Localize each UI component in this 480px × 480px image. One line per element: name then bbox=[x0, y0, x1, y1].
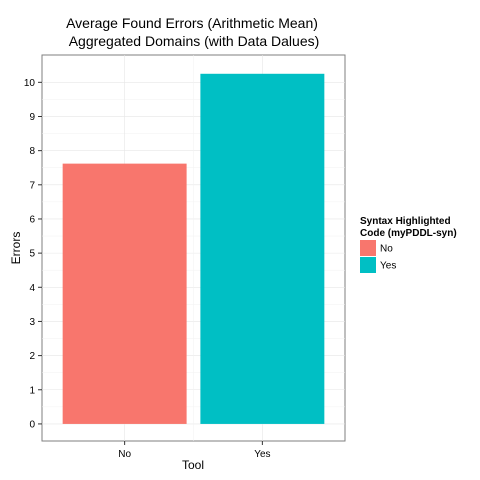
bars bbox=[62, 73, 325, 424]
x-axis-title: Tool bbox=[182, 458, 204, 472]
y-tick-label: 2 bbox=[29, 351, 35, 362]
y-tick-label: 0 bbox=[29, 419, 35, 430]
y-tick-label: 6 bbox=[29, 214, 35, 225]
chart-title-line-2: Aggregated Domains (with Data Dalues) bbox=[69, 33, 320, 49]
legend-swatch-yes bbox=[360, 257, 376, 273]
bar-no bbox=[62, 163, 187, 424]
legend-title-line-2: Code (myPDDL-syn) bbox=[360, 228, 457, 239]
y-tick-label: 3 bbox=[29, 317, 35, 328]
y-tick-label: 10 bbox=[24, 78, 36, 89]
y-tick-label: 1 bbox=[29, 385, 35, 396]
y-tick-label: 5 bbox=[29, 249, 35, 260]
legend-swatch-no bbox=[360, 240, 376, 256]
bar-yes bbox=[200, 73, 325, 424]
y-tick-label: 4 bbox=[29, 283, 35, 294]
legend-entries: No Yes bbox=[360, 240, 396, 273]
y-tick-label: 8 bbox=[29, 146, 35, 157]
chart-title-line-1: Average Found Errors (Arithmetic Mean) bbox=[66, 15, 318, 31]
legend-label-no: No bbox=[380, 244, 393, 255]
y-axis-ticks: 0 1 2 3 4 5 6 7 8 9 10 bbox=[24, 78, 42, 430]
legend-title-line-1: Syntax Highlighted bbox=[360, 216, 451, 227]
x-tick-label: No bbox=[118, 449, 131, 460]
y-tick-label: 9 bbox=[29, 112, 35, 123]
y-tick-label: 7 bbox=[29, 180, 35, 191]
x-tick-label: Yes bbox=[254, 449, 270, 460]
x-axis-ticks: No Yes bbox=[118, 441, 271, 460]
legend: Syntax Highlighted Code (myPDDL-syn) No Y… bbox=[360, 216, 457, 273]
legend-label-yes: Yes bbox=[380, 261, 396, 272]
y-axis-title: Errors bbox=[9, 232, 23, 265]
